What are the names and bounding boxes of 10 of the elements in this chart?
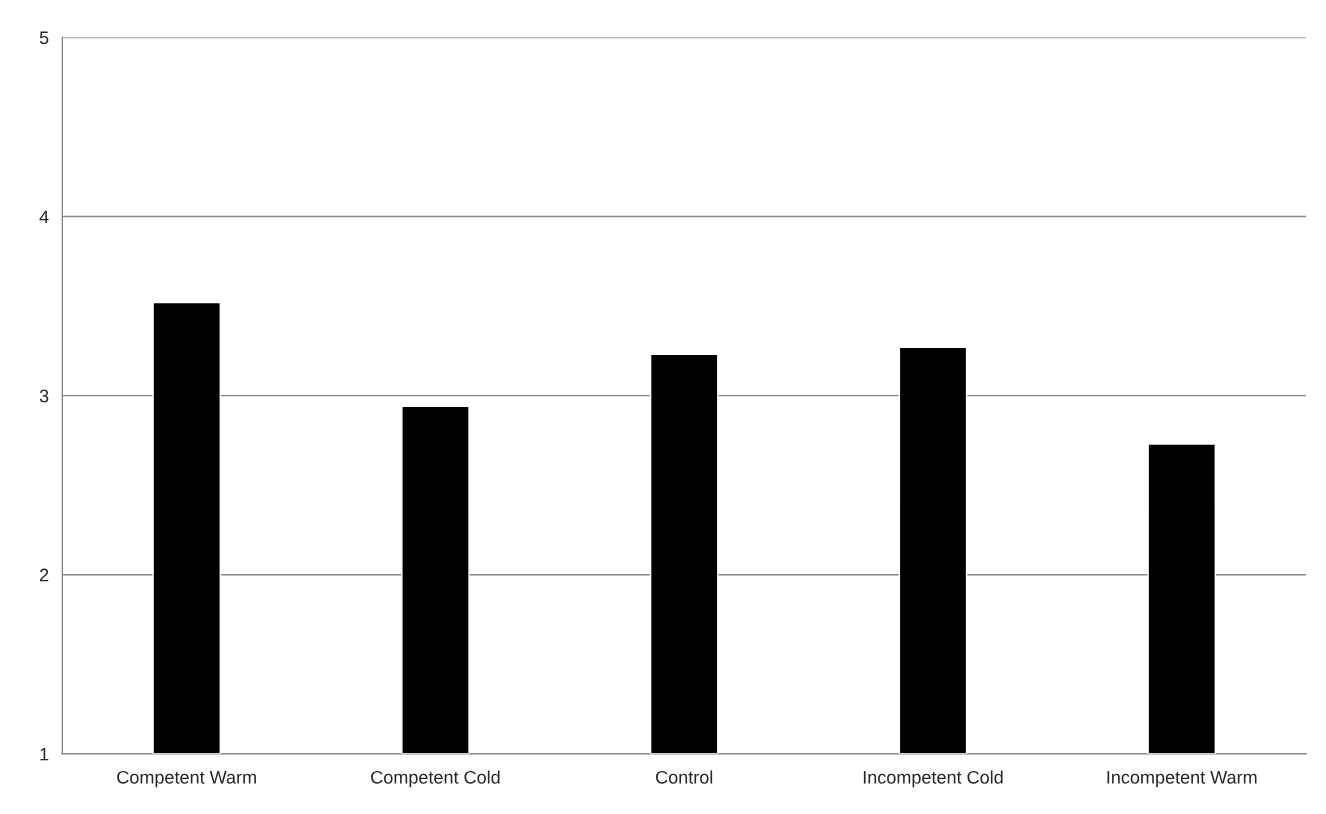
x-tick-label: Competent Warm (117, 770, 256, 788)
y-tick-label: 1 (40, 747, 49, 761)
x-tick-label: Incompetent Cold (863, 770, 1003, 788)
y-tick-label: 4 (39, 210, 49, 224)
y-tick-label: 2 (40, 568, 49, 582)
x-tick-label: Control (656, 770, 713, 784)
x-tick-label: Incompetent Warm (1107, 771, 1257, 788)
x-tick-label: Competent Cold (371, 770, 500, 788)
y-tick-label: 5 (39, 31, 49, 45)
y-tick-label: 3 (39, 389, 49, 403)
